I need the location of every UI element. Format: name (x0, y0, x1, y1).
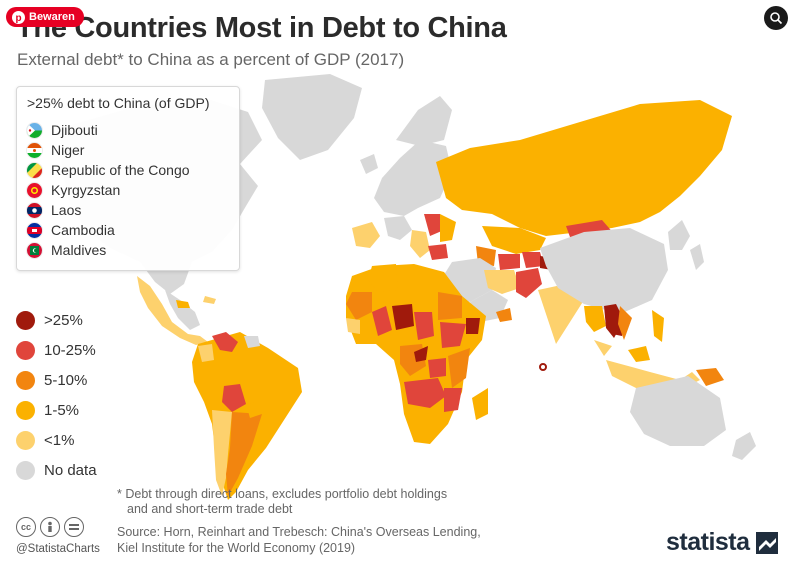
legend-label: No data (44, 461, 97, 479)
legend-item: <1% (16, 425, 97, 455)
legend-item: No data (16, 455, 97, 485)
djibouti-flag-icon (27, 122, 42, 138)
source-line: Source: Horn, Reinhart and Trebesch: Chi… (117, 525, 481, 539)
top-debtors-heading: >25% debt to China (of GDP) (27, 95, 210, 111)
maldives-marker (539, 363, 547, 371)
congo-flag-icon (27, 162, 42, 178)
footnote: * Debt through direct loans, excludes po… (117, 487, 517, 517)
central-america-caribbean (137, 276, 216, 345)
list-item: Maldives (27, 240, 190, 260)
country-label: Kyrgyzstan (51, 182, 121, 198)
niger-flag-icon (27, 142, 42, 158)
europe (352, 96, 456, 260)
pinterest-icon: p (12, 10, 25, 24)
legend-label: >25% (44, 311, 83, 329)
country-label: Cambodia (51, 222, 115, 238)
magnifier-icon (770, 12, 783, 25)
legend-item: >25% (16, 305, 97, 335)
footnote-line: and and short-term trade debt (127, 502, 293, 516)
legend-label: <1% (44, 431, 75, 449)
nd-icon (64, 517, 84, 537)
legend-swatch-icon (16, 430, 35, 450)
kyrgyzstan-flag-icon (27, 182, 42, 198)
statista-logo: statista (666, 528, 778, 557)
list-item: Laos (27, 200, 190, 220)
country-label: Djibouti (51, 122, 98, 138)
africa (346, 264, 488, 444)
source-note: Source: Horn, Reinhart and Trebesch: Chi… (117, 524, 537, 556)
legend-swatch-icon (16, 370, 35, 390)
legend-swatch-icon (16, 400, 35, 420)
cc-icon: cc (16, 517, 36, 537)
page-title: The Countries Most in Debt to China (16, 12, 507, 44)
legend-item: 5-10% (16, 365, 97, 395)
south-america (192, 332, 302, 500)
country-label: Laos (51, 202, 82, 218)
maldives-flag-icon (27, 242, 42, 258)
statista-mark-icon (755, 531, 778, 554)
list-item: Kyrgyzstan (27, 180, 190, 200)
laos-flag-icon (27, 202, 42, 218)
top-debtors-panel: >25% debt to China (of GDP) Djibouti Nig… (16, 86, 240, 271)
legend-label: 5-10% (44, 371, 88, 389)
pinterest-save-button[interactable]: p Bewaren (6, 7, 84, 27)
save-button-label: Bewaren (29, 11, 75, 23)
legend-swatch-icon (16, 340, 35, 360)
license-badges: cc (16, 517, 84, 537)
country-label: Republic of the Congo (51, 162, 190, 178)
legend-label: 10-25% (44, 341, 96, 359)
legend-label: 1-5% (44, 401, 80, 419)
legend-swatch-icon (16, 460, 35, 480)
page-subtitle: External debt* to China as a percent of … (17, 50, 405, 69)
greenland (262, 74, 362, 160)
by-icon (40, 517, 60, 537)
legend-item: 1-5% (16, 395, 97, 425)
legend-item: 10-25% (16, 335, 97, 365)
cambodia-flag-icon (27, 222, 42, 238)
top-debtors-list: Djibouti Niger Republic of the Congo Kyr… (27, 120, 190, 260)
country-label: Niger (51, 142, 85, 158)
legend-swatch-icon (16, 310, 35, 330)
country-label: Maldives (51, 242, 107, 258)
svg-text:p: p (15, 13, 21, 24)
logo-wordmark: statista (666, 528, 750, 556)
visual-search-button[interactable] (764, 6, 788, 30)
color-legend: >25% 10-25% 5-10% 1-5% <1% No data (16, 305, 97, 485)
source-line: Kiel Institute for the World Economy (20… (117, 541, 356, 555)
footnote-line: * Debt through direct loans, excludes po… (117, 487, 448, 501)
list-item: Djibouti (27, 120, 190, 140)
list-item: Republic of the Congo (27, 160, 190, 180)
china-east-asia (540, 220, 704, 340)
list-item: Cambodia (27, 220, 190, 240)
twitter-handle: @StatistaCharts (16, 543, 100, 555)
list-item: Niger (27, 140, 190, 160)
southeast-asia-oceania (539, 310, 756, 460)
